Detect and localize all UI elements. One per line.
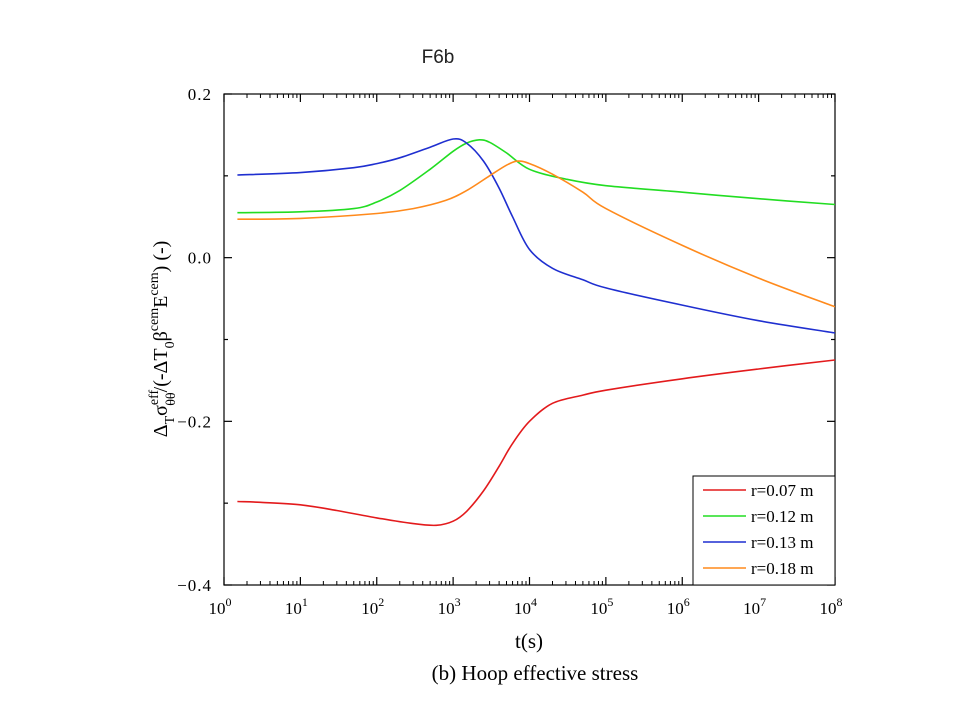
x-tick-label: 108 [820,595,843,618]
x-tick-label: 101 [285,595,308,618]
x-tick-label-base: 10 [514,599,531,618]
x-tick-label-base: 10 [209,599,226,618]
legend-label-1: r=0.07 m [751,481,813,500]
x-tick-label-exp: 2 [378,595,384,609]
y-tick-label: 0.0 [188,249,212,268]
y-axis-tick-labels: −0.4 −0.2 0.0 0.2 [177,85,212,595]
x-tick-label-exp: 4 [531,595,537,609]
x-tick-label-base: 10 [361,599,378,618]
x-tick-label-exp: 5 [607,595,613,609]
y-tick-label: −0.4 [177,576,212,595]
x-tick-label-exp: 8 [837,595,843,609]
series-line-1 [237,359,835,527]
x-tick-label-exp: 7 [760,595,766,609]
x-tick-label: 105 [590,595,613,618]
series-lines [237,138,835,527]
y-tick-label: −0.2 [177,412,212,431]
legend-label-3: r=0.13 m [751,533,813,552]
x-tick-label: 106 [667,595,690,618]
x-tick-label-exp: 6 [684,595,690,609]
legend-label-2: r=0.12 m [751,507,813,526]
x-tick-label-base: 10 [285,599,302,618]
x-tick-label: 104 [514,595,537,618]
legend: r=0.07 m r=0.12 m r=0.13 m r=0.18 m [692,475,836,586]
x-tick-label-base: 10 [820,599,837,618]
figure-caption: (b) Hoop effective stress [432,661,639,685]
page-label: F6b [422,47,455,68]
x-tick-label-base: 10 [743,599,760,618]
y-tick-label: 0.2 [188,85,212,104]
legend-box [692,475,836,586]
x-tick-label-base: 10 [667,599,684,618]
x-axis-tick-labels: 100 101 102 103 104 105 106 107 108 [209,595,843,618]
x-tick-label: 103 [438,595,461,618]
y-axis-label: ΔTσeff θθ/(-ΔT0βcemEcem) (-) [147,241,179,438]
x-tick-label-exp: 0 [226,595,232,609]
x-axis-label: t(s) [515,629,543,653]
x-tick-label-exp: 1 [302,595,308,609]
x-tick-label-exp: 3 [455,595,461,609]
series-line-3 [237,138,835,334]
x-tick-label: 107 [743,595,766,618]
x-tick-label: 100 [209,595,232,618]
x-tick-label: 102 [361,595,384,618]
x-tick-label-base: 10 [438,599,455,618]
series-line-4 [237,160,835,308]
x-tick-label-base: 10 [590,599,607,618]
legend-label-4: r=0.18 m [751,559,813,578]
series-line-2 [237,138,835,214]
